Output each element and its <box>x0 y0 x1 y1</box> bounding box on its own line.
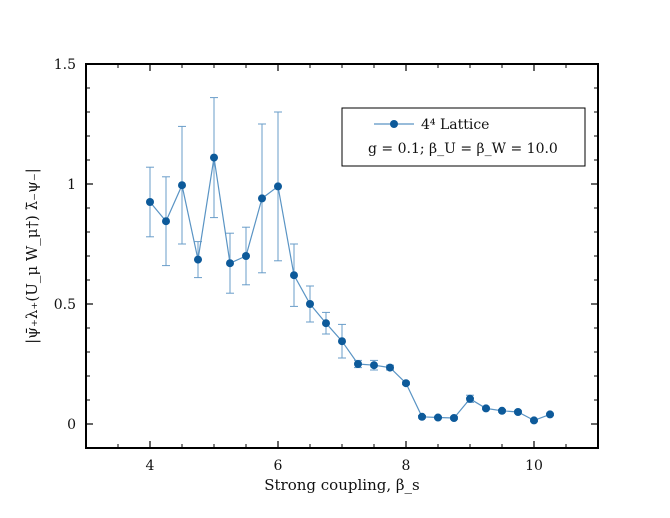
legend-series-label: 4⁴ Lattice <box>421 117 489 133</box>
data-point <box>530 416 538 425</box>
data-point <box>306 300 314 308</box>
data-point <box>386 363 394 372</box>
data-point <box>242 252 250 260</box>
data-point <box>450 414 458 422</box>
x-axis-label: Strong coupling, β_s <box>264 476 420 494</box>
y-tick-label: 1.5 <box>54 57 76 73</box>
data-point <box>194 255 202 264</box>
legend-params-label: g = 0.1; β_U = β_W = 10.0 <box>368 141 558 157</box>
data-point <box>546 410 554 419</box>
plot-frame <box>85 63 599 449</box>
x-tick-label: 8 <box>402 458 411 474</box>
ticks-layer: 4 6 8 10 0 0.5 1 1.5 <box>54 57 599 474</box>
legend: 4⁴ Lattice g = 0.1; β_U = β_W = 10.0 <box>341 107 586 167</box>
data-point <box>514 408 522 416</box>
data-point <box>178 181 186 190</box>
legend-marker <box>390 120 398 128</box>
data-point <box>226 259 234 268</box>
legend-box <box>341 107 586 167</box>
data-point <box>322 319 330 328</box>
data-point <box>146 198 154 206</box>
data-point <box>210 153 218 162</box>
y-tick-label: 0.5 <box>54 297 76 313</box>
data-point <box>162 217 170 226</box>
data-point <box>370 361 378 370</box>
data-point <box>338 337 346 346</box>
data-point <box>434 413 442 422</box>
x-tick-label: 6 <box>274 458 283 474</box>
series-line <box>149 157 551 422</box>
data-point <box>466 394 474 403</box>
y-tick-label: 0 <box>67 417 76 433</box>
x-tick-label: 4 <box>146 458 155 474</box>
y-tick-label: 1 <box>67 177 76 193</box>
series-layer <box>146 97 554 425</box>
data-point <box>290 271 298 280</box>
data-point <box>482 404 490 413</box>
data-point <box>258 194 266 203</box>
y-axis-label: |ψ̄₊λ₊(U_μ W_μ†) λ̄₋ψ₋| <box>23 168 41 344</box>
data-point <box>402 379 410 388</box>
data-point <box>498 406 506 415</box>
x-tick-label: 10 <box>525 458 543 474</box>
data-point <box>274 182 282 191</box>
data-point <box>418 412 426 421</box>
data-point <box>354 360 362 368</box>
